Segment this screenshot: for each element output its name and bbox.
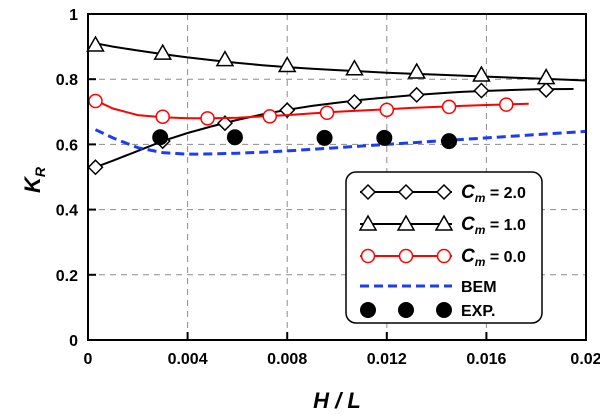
data-point — [216, 115, 234, 132]
legend-marker — [398, 248, 414, 264]
legend-marker — [359, 183, 377, 201]
x-tick-label: 0.016 — [466, 351, 506, 368]
legend-marker — [358, 214, 378, 231]
legend-item: Cm = 1.0 — [358, 214, 526, 237]
data-point — [345, 59, 364, 76]
plot-frame — [87, 13, 587, 341]
data-point — [155, 109, 170, 124]
y-tick-label: 0 — [69, 333, 78, 350]
legend-label: Cm = 1.0 — [461, 214, 526, 237]
legend-marker — [396, 214, 416, 231]
data-point — [277, 55, 297, 73]
series-line — [94, 128, 587, 156]
data-point — [473, 82, 490, 99]
data-point — [279, 102, 296, 119]
legend-item: BEM — [360, 279, 497, 296]
series-layer — [86, 35, 587, 176]
y-tick-label: 0.8 — [56, 72, 78, 89]
data-point — [536, 68, 556, 85]
data-point — [88, 93, 103, 109]
legend-label: Cm = 0.0 — [461, 246, 526, 269]
x-tick-label: 0.012 — [367, 351, 407, 368]
y-axis-title: KR — [20, 166, 48, 193]
legend: Cm = 2.0 Cm = 1.0 Cm = 0.0 BEM EXP. — [345, 171, 543, 324]
data-point — [376, 129, 393, 146]
data-point — [316, 129, 333, 146]
legend-marker — [360, 248, 376, 264]
legend-item: Cm = 0.0 — [360, 246, 526, 269]
data-point — [152, 129, 169, 146]
y-tick-label: 0.2 — [56, 268, 78, 285]
data-point — [319, 105, 335, 121]
data-point — [441, 99, 457, 115]
x-axis-title: H / L — [313, 388, 361, 413]
data-point — [200, 111, 215, 126]
y-tick-label: 0.4 — [56, 203, 78, 220]
legend-marker — [397, 183, 415, 201]
legend-marker — [436, 302, 452, 318]
data-point — [86, 35, 105, 52]
legend-label: BEM — [461, 279, 497, 296]
legend-marker — [360, 302, 376, 318]
data-point — [262, 109, 278, 124]
data-point — [407, 62, 426, 79]
series-line — [95, 42, 587, 82]
data-point — [499, 97, 514, 112]
y-tick-label: 0.6 — [56, 137, 78, 154]
grid-lines — [88, 14, 586, 340]
data-point — [215, 50, 235, 67]
x-tick-label: 0.004 — [168, 351, 208, 368]
legend-label: EXP. — [461, 303, 495, 320]
axis-ticks: 0 0.004 0.008 0.012 0.016 0.02 0 0.2 0.4 0.6 0.8 1 — [56, 7, 600, 368]
series-3 — [94, 128, 587, 156]
data-point — [472, 65, 491, 82]
data-point — [346, 93, 363, 111]
data-point — [441, 133, 458, 150]
data-point — [538, 81, 555, 99]
data-point — [408, 86, 425, 103]
legend-label: Cm = 2.0 — [461, 182, 526, 205]
x-tick-label: 0.008 — [267, 351, 307, 368]
data-point — [379, 102, 395, 118]
legend-marker — [436, 248, 452, 264]
series-0 — [87, 81, 574, 176]
data-point — [226, 129, 243, 146]
legend-marker — [398, 302, 414, 318]
legend-item: EXP. — [360, 302, 495, 320]
data-point — [87, 159, 104, 176]
series-4 — [152, 129, 458, 150]
legend-marker — [434, 214, 454, 231]
x-tick-label: 0.02 — [570, 351, 600, 368]
legend-marker — [435, 183, 453, 201]
y-tick-label: 1 — [69, 7, 78, 24]
x-tick-label: 0 — [84, 351, 93, 368]
data-point — [153, 43, 172, 60]
legend-item: Cm = 2.0 — [359, 182, 526, 205]
series-1 — [86, 35, 587, 85]
series-2 — [88, 93, 529, 126]
